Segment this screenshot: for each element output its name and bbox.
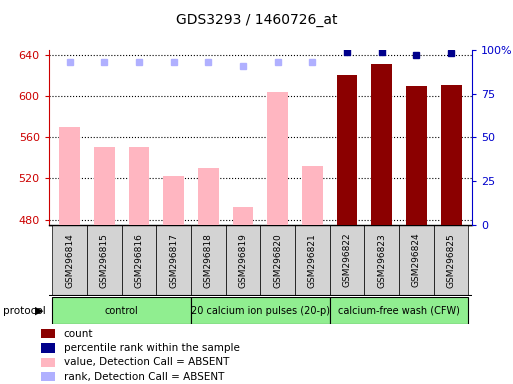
Bar [129,147,149,225]
Text: GSM296816: GSM296816 [134,233,144,288]
Text: GSM296815: GSM296815 [100,233,109,288]
Bar [41,329,54,338]
Text: GSM296824: GSM296824 [412,233,421,288]
Bar [434,225,468,296]
Text: GSM296817: GSM296817 [169,233,178,288]
Bar [441,85,462,225]
Bar [41,343,54,353]
Text: protocol: protocol [3,306,45,316]
Text: GSM296823: GSM296823 [377,233,386,288]
Bar [226,225,261,296]
Text: GSM296820: GSM296820 [273,233,282,288]
Bar [371,64,392,225]
Text: GSM296825: GSM296825 [447,233,456,288]
Bar [337,74,358,225]
Bar [87,225,122,296]
Bar [295,225,330,296]
Bar [94,147,114,225]
Text: rank, Detection Call = ABSENT: rank, Detection Call = ABSENT [64,372,224,382]
Bar [41,358,54,367]
Text: GDS3293 / 1460726_at: GDS3293 / 1460726_at [176,13,337,27]
Text: value, Detection Call = ABSENT: value, Detection Call = ABSENT [64,358,229,367]
Text: ▶: ▶ [35,306,44,316]
Text: GSM296819: GSM296819 [239,233,247,288]
Text: count: count [64,329,93,339]
Bar [41,372,54,381]
Bar [399,225,434,296]
Bar [59,127,80,225]
Bar [198,168,219,225]
Text: 20 calcium ion pulses (20-p): 20 calcium ion pulses (20-p) [191,306,330,316]
Text: GSM296821: GSM296821 [308,233,317,288]
Text: GSM296822: GSM296822 [343,233,351,288]
Bar [191,225,226,296]
Bar [330,297,468,324]
Bar [52,297,191,324]
Bar [330,225,364,296]
Bar [302,166,323,225]
Bar [232,207,253,225]
Bar [261,225,295,296]
Bar [52,225,87,296]
Bar [122,225,156,296]
Bar [191,297,330,324]
Bar [267,92,288,225]
Bar [163,176,184,225]
Text: GSM296814: GSM296814 [65,233,74,288]
Text: calcium-free wash (CFW): calcium-free wash (CFW) [338,306,460,316]
Text: control: control [105,306,139,316]
Text: GSM296818: GSM296818 [204,233,213,288]
Text: percentile rank within the sample: percentile rank within the sample [64,343,240,353]
Bar [406,86,427,225]
Bar [364,225,399,296]
Bar [156,225,191,296]
